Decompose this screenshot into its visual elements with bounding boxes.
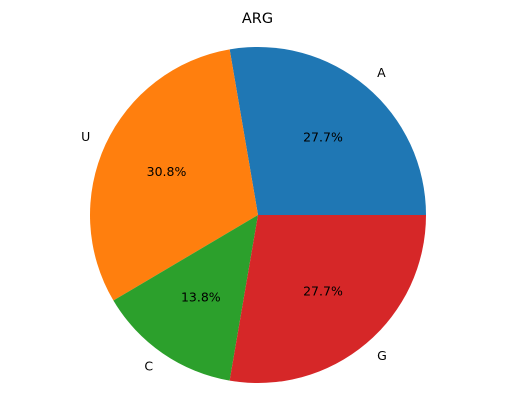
slice-label-C: C xyxy=(144,359,153,374)
slice-percent-G: 27.7% xyxy=(303,284,343,299)
slice-label-U: U xyxy=(81,129,90,144)
pie-slices xyxy=(90,47,427,383)
slice-label-G: G xyxy=(377,348,387,363)
pie-slice-G xyxy=(229,215,427,383)
chart-title: ARG xyxy=(242,11,273,27)
slice-percent-A: 27.7% xyxy=(303,129,343,144)
pie-slice-U xyxy=(90,49,259,301)
slice-label-A: A xyxy=(377,65,386,80)
slice-percent-U: 30.8% xyxy=(147,164,187,179)
slice-percent-C: 13.8% xyxy=(181,290,221,305)
pie-labels: A 27.7% U 30.8% C 13.8% G 27.7% xyxy=(81,65,387,373)
pie-slice-A xyxy=(229,47,426,216)
pie-slice-C xyxy=(113,215,258,381)
